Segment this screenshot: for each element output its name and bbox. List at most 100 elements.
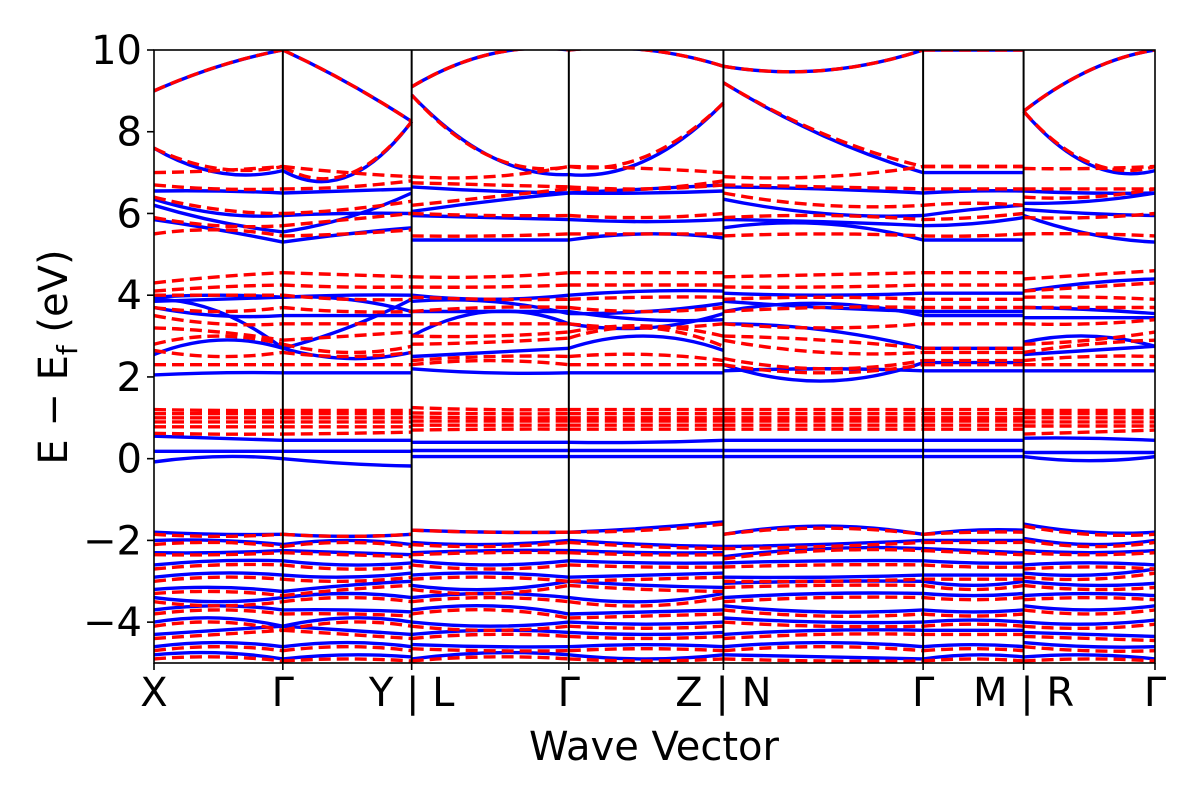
band-series1-band24-segment6 [922, 618, 1024, 624]
band-series2-band18-segment2 [282, 199, 412, 216]
band-series1-band25-segment2 [282, 624, 412, 637]
band-series2-band29-segment7 [1023, 595, 1155, 602]
band-series1-band20-segment3 [411, 571, 569, 579]
band-series1-band11-segment2 [282, 191, 413, 234]
band-series2-band25-segment4 [568, 551, 724, 557]
band-series2-band23-segment1 [154, 532, 283, 539]
band-series2-band26-segment3 [411, 563, 569, 571]
band-series1-band20-segment4 [568, 571, 724, 579]
band-series1-band27-segment5 [723, 653, 924, 661]
band-series2-band4-segment3 [411, 415, 569, 420]
band-series2-band19-segment5 [723, 183, 924, 191]
x-tick-label-6: M | R [973, 670, 1074, 716]
band-series1-band18-segment1 [154, 548, 283, 555]
band-series2-band11-segment5 [723, 322, 924, 330]
band-series1-band22-segment1 [154, 595, 284, 604]
band-series2-band25-segment2 [282, 551, 412, 559]
y-axis-label-main: E − E [31, 355, 77, 465]
band-series2-band34-segment5 [723, 657, 924, 663]
y-axis-ticks: −4 −2 0 2 4 6 8 10 [83, 28, 154, 646]
x-tick-label-2: Y | L [368, 670, 455, 716]
band-series2-band8-segment7 [1023, 354, 1155, 363]
band-series2-band27-segment2 [282, 575, 412, 584]
band-series1-band19-segment6 [922, 559, 1024, 565]
band-series2-band12-segment5 [723, 305, 924, 314]
band-series2-band28-segment1 [154, 589, 283, 598]
band-series1-band23-segment2 [282, 607, 412, 614]
band-series2-band23-segment5 [723, 526, 924, 536]
band-series2-band27-segment7 [1023, 571, 1155, 582]
band-series1-band9-segment5 [723, 291, 924, 297]
band-series1-band17-segment3 [411, 538, 569, 547]
band-series2-band10-segment4 [568, 324, 724, 338]
band-series1-band18-segment2 [282, 548, 412, 557]
band-series2-band25-segment7 [1023, 551, 1155, 557]
band-series1-band12-segment3 [411, 191, 569, 214]
band-series2-band8-segment2 [282, 350, 412, 359]
band-series2-band18-segment5 [723, 191, 924, 209]
band-series2-band14-segment2 [282, 283, 412, 289]
band-series2-band15-segment1 [154, 271, 283, 285]
band-series2-band32-segment5 [723, 632, 924, 641]
x-tick-label-3: Γ [558, 670, 581, 716]
band-series2-band30-segment7 [1023, 608, 1155, 616]
band-series2-band6-segment1 [154, 407, 283, 413]
band-series2-band26-segment5 [723, 562, 924, 569]
band-series2-band27-segment5 [723, 577, 924, 584]
band-series1-band26-segment7 [1023, 640, 1155, 649]
band-series2-band31-segment1 [154, 620, 284, 632]
band-series2-band19-segment4 [568, 183, 724, 191]
band-series2-band26-segment4 [568, 563, 724, 569]
band-series1-band25-segment5 [723, 628, 924, 637]
band-series2-band10-segment1 [154, 326, 284, 342]
band-series2-band6-segment3 [411, 405, 569, 412]
band-series2-band23-segment7 [1023, 524, 1155, 538]
band-series1-band26-segment1 [154, 640, 284, 649]
band-series1-band21-segment2 [282, 579, 412, 594]
band-series2-band8-segment3 [411, 354, 569, 363]
band-series1-band18-segment4 [568, 548, 724, 555]
band-series2-band32-segment1 [154, 628, 283, 641]
band-series1-band27-segment6 [922, 653, 1024, 661]
band-series2-band24-segment1 [154, 540, 283, 549]
band-series2-band34-segment1 [154, 655, 283, 663]
band-series1-band13-segment5 [723, 185, 924, 195]
band-series2-band7-segment3 [411, 358, 569, 367]
band-series2-band19-segment3 [411, 181, 569, 189]
band-series2-band34-segment4 [568, 657, 724, 663]
band-series1-band1-segment7 [1023, 454, 1155, 463]
band-series2-band29-segment5 [723, 595, 924, 604]
band-series1-band5-segment7 [1023, 344, 1155, 357]
x-tick-label-0: X [140, 670, 167, 716]
band-series2-band1-segment1 [154, 431, 283, 436]
band-series1-band18-segment3 [411, 548, 569, 555]
band-series2-band9-segment3 [411, 336, 569, 346]
band-series2-band21-segment1 [154, 146, 284, 173]
band-series1-band16-segment7 [1023, 522, 1155, 535]
band-series2-band31-segment7 [1023, 622, 1155, 631]
band-series1-band21-segment7 [1023, 579, 1155, 588]
band-series2-band13-segment7 [1023, 295, 1155, 301]
band-series2-band32-segment4 [568, 634, 724, 641]
band-series1-band17-segment2 [282, 538, 412, 547]
band-series2-band16-segment6 [923, 232, 1024, 238]
band-series2-band28-segment4 [568, 583, 724, 594]
band-series2-band21-segment7 [1022, 110, 1155, 173]
band-series2-band20-segment3 [411, 164, 570, 180]
band-series1-band10-segment5 [723, 221, 924, 242]
band-series1-band24-segment2 [282, 616, 412, 628]
band-series2-band16-segment5 [723, 232, 924, 238]
band-series1-band9-segment7 [1023, 277, 1155, 293]
band-series1-band3-segment1 [154, 434, 283, 442]
band-series2-band11-segment1 [154, 313, 283, 327]
band-series2-band34-segment6 [922, 657, 1024, 663]
band-series2-band18-segment1 [154, 195, 283, 216]
band-series2-band11-segment7 [1023, 318, 1155, 327]
band-series2-band8-segment1 [154, 348, 284, 359]
band-series1-band19-segment2 [282, 559, 412, 567]
band-series2-band21-segment2 [281, 120, 414, 181]
band-series2-band27-segment3 [411, 575, 569, 583]
band-series1-band11-segment5 [723, 217, 924, 228]
band-series2-band20-segment2 [282, 164, 412, 179]
band-series2-band13-segment2 [282, 293, 412, 302]
